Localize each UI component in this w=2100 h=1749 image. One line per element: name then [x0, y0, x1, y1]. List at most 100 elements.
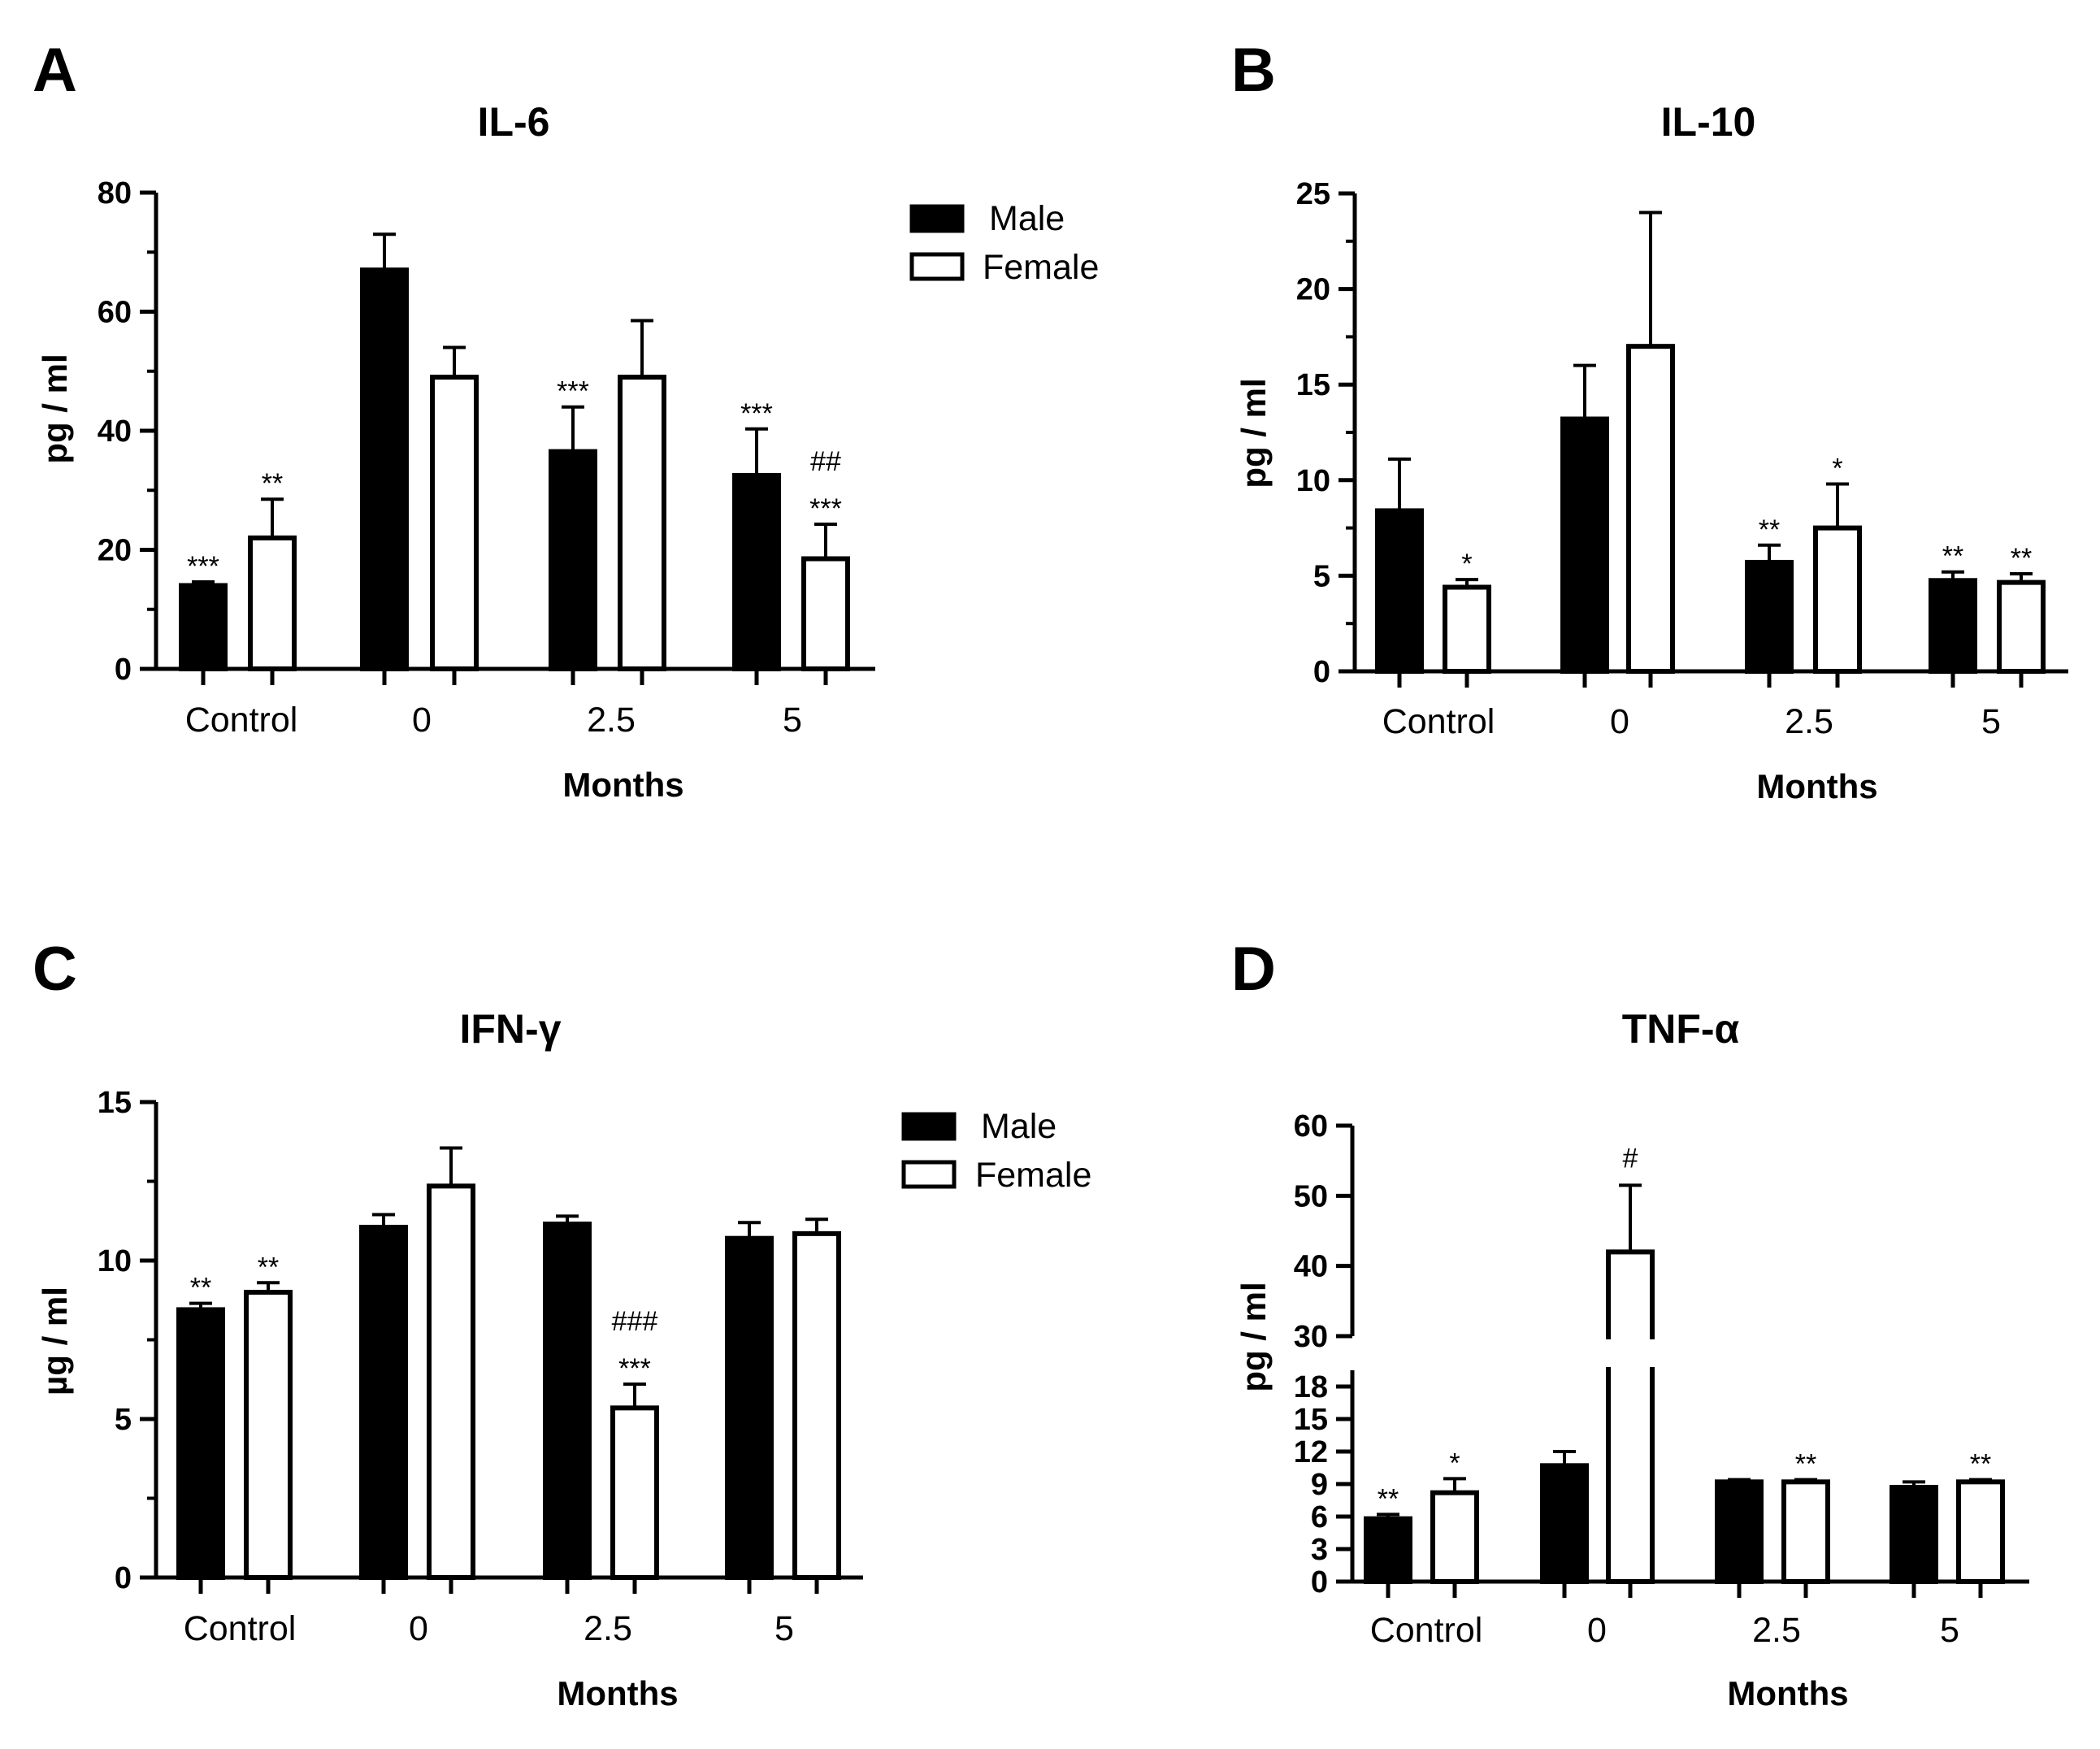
y-tick-label: 0	[115, 1561, 132, 1595]
significance-annotation: *	[1461, 549, 1472, 579]
legend-swatch-female	[909, 252, 965, 281]
y-axis-label-ifn-gamma: µg / ml	[36, 1287, 74, 1395]
legend-swatch-female	[901, 1160, 957, 1189]
significance-annotation: **	[1970, 1449, 1991, 1480]
bar-male-control	[179, 583, 228, 672]
bar-female-2-5	[610, 1405, 659, 1580]
y-tick-label: 20	[1296, 273, 1330, 307]
bar-male-5	[1929, 578, 1977, 675]
y-tick-label: 0	[1313, 655, 1330, 689]
y-tick-label: 15	[1294, 1403, 1328, 1437]
x-tick-label-0: 0	[409, 1609, 428, 1648]
bar-female-0	[1606, 1249, 1655, 1585]
y-tick-label: 15	[1296, 368, 1330, 402]
bar-male-0	[1540, 1463, 1589, 1585]
legend-swatch-male	[909, 204, 965, 233]
significance-annotation: **	[2011, 543, 2032, 574]
bar-female-control	[1443, 584, 1491, 675]
legend-label-female: Female	[975, 1156, 1091, 1195]
bar-male-2-5	[1745, 559, 1794, 674]
y-tick-label: 12	[1294, 1435, 1328, 1469]
significance-annotation: ***	[740, 398, 773, 429]
panel-d: D TNF-α pg / ml Months 03691215183040506…	[1231, 935, 2029, 1712]
bar-female-0	[427, 1183, 475, 1580]
significance-annotation: **	[190, 1273, 211, 1304]
panel-b: B IL-10 pg / ml Months 0 5 10 15 20 25 Control…	[1231, 36, 2068, 805]
significance-annotation: **	[1759, 514, 1780, 545]
significance-annotation: **	[262, 468, 283, 499]
x-tick-label-control: Control	[185, 701, 298, 740]
bar-female-5	[1997, 579, 2046, 675]
significance-annotation: ***	[618, 1353, 651, 1384]
y-tick-label: 10	[98, 1244, 132, 1278]
y-tick-label: 40	[98, 414, 132, 449]
bar-male-control	[1364, 1516, 1412, 1584]
x-tick-label-control: Control	[1382, 702, 1495, 741]
y-tick-label: 60	[98, 296, 132, 330]
x-axis-label-tnf-alpha: Months	[1727, 1674, 1848, 1712]
x-tick-label-2-5: 2.5	[1785, 702, 1833, 741]
legend-label-female: Female	[983, 248, 1099, 287]
y-tick-label: 80	[98, 176, 132, 210]
y-axis-label-il6: pg / ml	[36, 354, 74, 463]
x-tick-label-5: 5	[783, 701, 802, 740]
bar-female-0	[1626, 344, 1675, 674]
chart-title-il6: IL-6	[478, 99, 550, 145]
x-tick-label-0: 0	[1610, 702, 1629, 741]
x-axis-label-il6: Months	[562, 766, 683, 804]
bar-female-5	[792, 1230, 841, 1580]
axis-break-gap	[1603, 1339, 1657, 1367]
y-tick-label: 3	[1311, 1533, 1328, 1567]
bar-male-0	[360, 267, 409, 671]
y-tick-label: 9	[1311, 1468, 1328, 1502]
y-tick-label: 5	[115, 1403, 132, 1437]
significance-annotation: **	[258, 1252, 279, 1282]
legend-label-male: Male	[989, 199, 1065, 238]
x-tick-label-control: Control	[184, 1609, 297, 1648]
panel-a: A IL-6 pg / ml Months 0 20 40 60 80 Control 0 2…	[33, 36, 1099, 804]
x-tick-label-5: 5	[1981, 702, 2001, 741]
significance-annotation: **	[1942, 541, 1963, 572]
bar-male-2-5	[1715, 1479, 1764, 1585]
bar-male-2-5	[543, 1222, 592, 1581]
bar-female-0	[430, 375, 479, 671]
bar-male-control	[1375, 508, 1424, 674]
chart-title-ifn-gamma: IFN-γ	[460, 1006, 562, 1052]
significance-annotation: **	[1378, 1483, 1399, 1514]
x-tick-label-5: 5	[1940, 1611, 1959, 1650]
bar-male-5	[1890, 1485, 1938, 1584]
significance-annotation: **	[1795, 1449, 1816, 1480]
x-axis-label-ifn-gamma: Months	[557, 1674, 678, 1712]
y-tick-label: 6	[1311, 1500, 1328, 1534]
bar-female-control	[1430, 1490, 1479, 1584]
panel-letter-c: C	[33, 935, 77, 1004]
panel-letter-a: A	[33, 36, 77, 105]
y-tick-label: 0	[1311, 1565, 1328, 1599]
y-tick-label: 10	[1296, 464, 1330, 498]
significance-annotation: ***	[809, 493, 842, 524]
bar-female-2-5	[618, 375, 666, 671]
y-axis-label-il10: pg / ml	[1234, 378, 1273, 488]
significance-annotation: ##	[810, 446, 841, 477]
y-tick-label: 15	[98, 1086, 132, 1120]
y-tick-label: 20	[98, 534, 132, 568]
y-tick-label: 0	[115, 653, 132, 687]
bar-female-control	[244, 1290, 293, 1580]
significance-annotation: *	[1449, 1447, 1460, 1478]
significance-annotation: #	[1623, 1143, 1638, 1174]
x-tick-label-2-5: 2.5	[584, 1609, 632, 1648]
chart-title-tnf-alpha: TNF-α	[1622, 1006, 1740, 1052]
significance-annotation: ***	[557, 376, 589, 407]
bar-female-2-5	[1813, 525, 1862, 674]
bar-male-0	[1560, 416, 1609, 674]
bar-male-0	[359, 1225, 408, 1581]
legend-ifn-gamma: Male Female	[901, 1107, 1091, 1195]
x-tick-label-2-5: 2.5	[1752, 1611, 1801, 1650]
bar-female-2-5	[1781, 1479, 1830, 1585]
bar-male-5	[725, 1235, 774, 1580]
